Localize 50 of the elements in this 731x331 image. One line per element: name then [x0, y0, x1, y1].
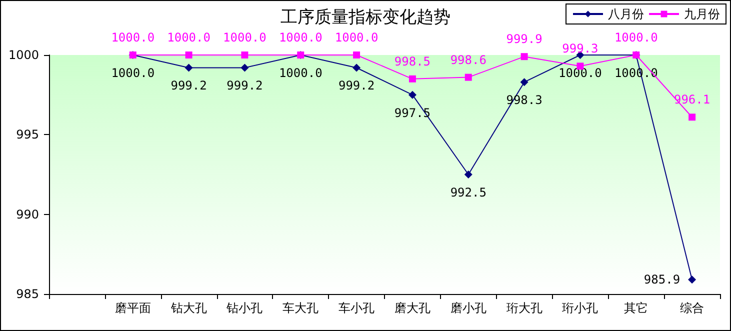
- point: [352, 64, 361, 72]
- data-label: 999.2: [170, 78, 207, 93]
- x-tick-label: 磨小孔: [450, 301, 486, 315]
- data-label: 1000.0: [278, 30, 322, 44]
- x-tick-label: 车大孔: [282, 301, 319, 315]
- point: [688, 276, 696, 284]
- y-tick-label: 985: [16, 287, 39, 301]
- legend-label: 九月份: [684, 7, 720, 21]
- x-tick-label: 磨大孔: [394, 301, 430, 315]
- point: [353, 52, 360, 58]
- point: [688, 114, 696, 121]
- x-tick-label: 珩大孔: [506, 301, 542, 315]
- data-label: 1000.0: [111, 30, 155, 44]
- data-label: 999.2: [226, 78, 263, 93]
- x-tick-label: 综合: [680, 301, 704, 315]
- data-label: 1000.0: [334, 30, 378, 44]
- data-label: 999.3: [562, 42, 598, 56]
- data-label: 1000.0: [278, 66, 322, 80]
- data-label: 999.9: [506, 32, 542, 46]
- x-tick-label: 磨平面: [114, 301, 151, 315]
- y-tick-label: 995: [16, 128, 39, 142]
- legend-label: 八月份: [608, 7, 644, 21]
- point: [464, 170, 472, 178]
- x-tick-label: 其它: [624, 301, 648, 315]
- data-label: 1000.0: [223, 30, 266, 44]
- data-label: 1000.0: [111, 66, 155, 80]
- x-tick-label: 钻小孔: [226, 301, 263, 315]
- chart-title: 工序质量指标变化趋势: [280, 8, 450, 28]
- data-label: 999.2: [338, 78, 375, 93]
- y-tick-label: 1000: [8, 48, 39, 62]
- x-tick-label: 车小孔: [338, 301, 375, 315]
- x-tick-label: 钻大孔: [170, 301, 207, 315]
- point: [185, 52, 192, 58]
- point: [241, 52, 248, 58]
- data-label: 998.5: [394, 54, 431, 68]
- data-label: 1000.0: [167, 30, 210, 44]
- x-tick-label: 珩小孔: [562, 301, 598, 315]
- point: [408, 75, 416, 82]
- point: [520, 78, 528, 86]
- data-label: 998.6: [450, 52, 486, 67]
- data-label: 1000.0: [558, 66, 602, 80]
- point: [520, 53, 528, 60]
- y-tick-label: 990: [16, 207, 39, 222]
- data-label: 992.5: [450, 186, 486, 200]
- point: [464, 74, 472, 81]
- point: [184, 64, 193, 72]
- point: [240, 64, 249, 72]
- data-label: 985.9: [644, 272, 680, 287]
- point: [408, 90, 416, 99]
- data-label: 1000.0: [614, 30, 658, 44]
